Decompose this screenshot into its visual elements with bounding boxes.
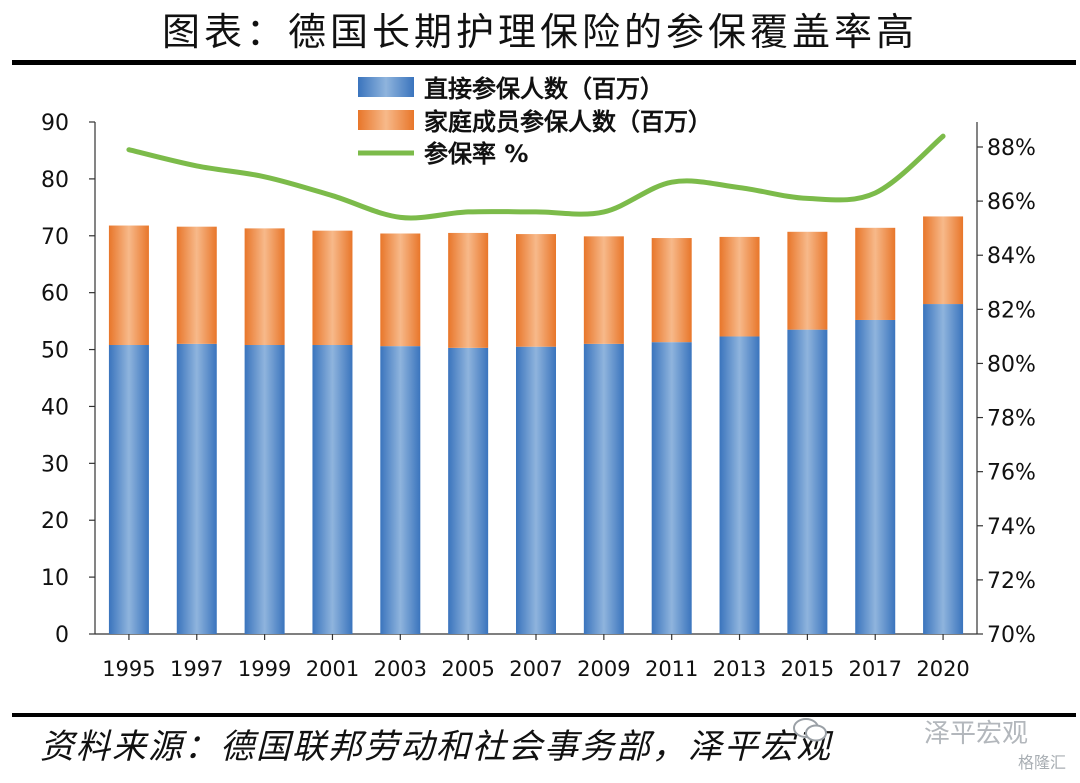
- chart: 0 10 20 30 40 50 60 70 80 90 70% 72% 74% 76% 78% 80% 82%…: [41, 75, 1036, 681]
- source-note: 资料来源：德国联邦劳动和社会事务部，泽平宏观: [40, 727, 832, 767]
- y-tick-label-right: 74%: [987, 515, 1036, 540]
- x-tick-label: 2007: [509, 657, 562, 681]
- bar-family: [108, 225, 149, 346]
- y-tick-label-left: 40: [41, 395, 69, 420]
- x-tick-label: 2003: [374, 657, 427, 681]
- x-tick-label: 1999: [238, 657, 291, 681]
- y-tick-label-left: 10: [41, 566, 69, 591]
- bar-direct: [583, 343, 624, 634]
- legend-swatch-direct: [358, 77, 414, 97]
- y-tick-label-left: 20: [41, 509, 69, 534]
- y-tick-label-left: 60: [41, 282, 69, 307]
- bar-direct: [516, 346, 556, 634]
- bar-family: [244, 228, 285, 346]
- y-tick-label-right: 70%: [987, 623, 1036, 648]
- bar-family: [651, 238, 692, 343]
- y-tick-label-left: 80: [41, 168, 69, 193]
- bar-family: [516, 234, 556, 347]
- bar-family: [583, 236, 624, 344]
- bar-direct: [923, 304, 964, 634]
- bottom-rule: [12, 713, 1076, 717]
- bar-direct: [244, 345, 285, 634]
- y-tick-label-left: 30: [41, 452, 69, 477]
- y-tick-label-right: 76%: [987, 461, 1036, 486]
- bar-family: [312, 230, 353, 346]
- bar-direct: [448, 347, 489, 634]
- watermark: 泽平宏观 格隆汇: [766, 713, 1066, 773]
- x-tick-label: 2009: [577, 657, 630, 681]
- y-tick-label-right: 86%: [987, 190, 1036, 215]
- bar-family: [380, 233, 421, 347]
- bar-family: [923, 216, 964, 305]
- y-tick-label-left: 50: [41, 339, 69, 364]
- watermark-sub: 格隆汇: [1017, 753, 1066, 772]
- legend-label: 参保率 %: [424, 140, 528, 168]
- y-tick-label-right: 88%: [987, 136, 1036, 161]
- bar-direct: [176, 343, 217, 634]
- bar-direct: [312, 345, 353, 634]
- bar-direct: [651, 342, 692, 634]
- x-tick-label: 2013: [713, 657, 766, 681]
- x-tick-label: 1997: [170, 657, 223, 681]
- watermark-text: 泽平宏观: [923, 719, 1028, 749]
- chart-title: 图表：德国长期护理保险的参保覆盖率高: [161, 10, 918, 54]
- y-tick-label-right: 78%: [987, 407, 1036, 432]
- y-tick-label-right: 72%: [987, 569, 1036, 594]
- bar-family: [719, 236, 760, 337]
- bar-family: [176, 226, 217, 344]
- bar-family: [787, 231, 828, 330]
- bar-direct: [719, 336, 760, 634]
- bar-family: [448, 232, 489, 348]
- x-tick-label: 2001: [306, 657, 359, 681]
- top-rule: [12, 60, 1076, 65]
- x-tick-label: 1995: [102, 657, 155, 681]
- bar-family: [855, 227, 896, 320]
- bar-direct: [108, 345, 149, 634]
- wechat-icon: [793, 718, 827, 742]
- y-tick-label-left: 90: [41, 111, 69, 136]
- legend-label: 直接参保人数（百万）: [424, 75, 664, 103]
- x-tick-label: 2015: [781, 657, 834, 681]
- bar-direct: [380, 346, 421, 634]
- legend-label: 家庭成员参保人数（百万）: [424, 108, 712, 136]
- x-tick-label: 2020: [916, 657, 969, 681]
- x-tick-label: 2011: [645, 657, 698, 681]
- bar-direct: [855, 319, 896, 634]
- legend-swatch-family: [358, 110, 414, 130]
- bar-direct: [787, 329, 828, 634]
- x-tick-label: 2017: [849, 657, 902, 681]
- x-tick-label: 2005: [441, 657, 494, 681]
- y-tick-label-right: 82%: [987, 298, 1036, 323]
- series-line-coverage-rate: [126, 133, 946, 221]
- y-tick-label-right: 80%: [987, 352, 1036, 377]
- y-tick-label-right: 84%: [987, 244, 1036, 269]
- y-tick-label-left: 0: [55, 623, 69, 648]
- y-tick-label-left: 70: [41, 225, 69, 250]
